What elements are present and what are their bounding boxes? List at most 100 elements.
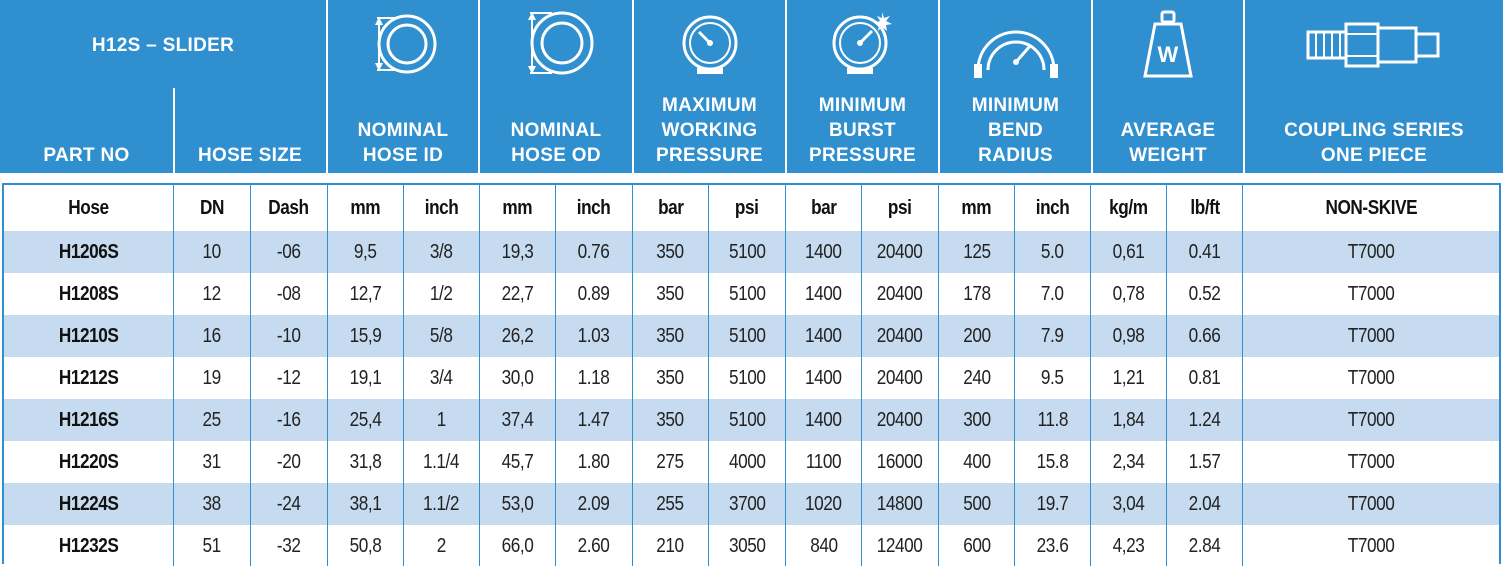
table-cell: 20400 <box>861 357 940 399</box>
coupling-fitting-icon <box>1304 20 1444 77</box>
header-average-weight: W AVERAGE WEIGHT <box>1093 0 1243 173</box>
unit-header-cell: bar <box>632 185 709 231</box>
min-burst-pressure-line3: PRESSURE <box>809 145 916 166</box>
table-cell: 0,98 <box>1090 315 1168 357</box>
unit-header-cell: psi <box>708 185 786 231</box>
table-cell: -12 <box>250 357 328 399</box>
table-cell: 200 <box>938 315 1016 357</box>
table-cell: 1020 <box>785 483 863 525</box>
table-cell: T7000 <box>1242 315 1499 357</box>
table-row: H1212S 19 -12 19,1 3/4 30,0 1.18 350 5100 1400 204… <box>4 357 1499 399</box>
part-number-cell: H1220S <box>4 441 174 483</box>
unit-header-cell: inch <box>555 185 633 231</box>
table-cell: -24 <box>250 483 328 525</box>
table-cell: 2.04 <box>1166 483 1244 525</box>
table-row: H1210S 16 -10 15,9 5/8 26,2 1.03 350 5100 1400 204… <box>4 315 1499 357</box>
table-cell: 37,4 <box>479 399 556 441</box>
table-cell: 3050 <box>708 525 786 566</box>
unit-header-cell: psi <box>861 185 940 231</box>
min-burst-pressure-line2: BURST <box>829 120 896 141</box>
unit-header-cell: mm <box>327 185 404 231</box>
table-cell: 600 <box>938 525 1016 566</box>
header-min-burst-pressure: MINIMUM BURST PRESSURE <box>787 0 938 173</box>
table-header: H12S – SLIDER PART NO HOSE SIZE NOMINAL … <box>0 0 1503 173</box>
header-divider <box>632 0 634 173</box>
table-cell: 5100 <box>708 315 786 357</box>
table-cell: 26,2 <box>479 315 556 357</box>
table-cell: 1 <box>403 399 480 441</box>
table-cell: 350 <box>632 273 709 315</box>
weight-icon: W <box>1141 10 1195 85</box>
table-row: H1232S 51 -32 50,8 2 66,0 2.60 210 3050 840 12400 6… <box>4 525 1499 566</box>
table-row: H1220S 31 -20 31,8 1.1/4 45,7 1.80 275 4000 1100 1… <box>4 441 1499 483</box>
table-cell: 1.1/2 <box>403 483 480 525</box>
table-cell: 350 <box>632 315 709 357</box>
table-cell: 1.57 <box>1166 441 1244 483</box>
table-cell: 0,61 <box>1090 231 1168 273</box>
spec-table: Hose DN Dash mm inch mm inch bar psi bar psi mm inch… <box>4 185 1499 566</box>
coupling-series-line1: COUPLING SERIES <box>1284 120 1464 141</box>
header-divider <box>1243 0 1245 173</box>
unit-header-cell: NON-SKIVE <box>1325 196 1417 219</box>
table-cell: 16 <box>173 315 251 357</box>
table-cell: 4,23 <box>1090 525 1168 566</box>
table-cell: 1400 <box>785 357 863 399</box>
table-cell: 0.41 <box>1166 231 1244 273</box>
table-cell: 0.76 <box>555 231 633 273</box>
table-cell: 15,9 <box>327 315 404 357</box>
table-cell: T7000 <box>1242 441 1499 483</box>
header-max-working-pressure: MAXIMUM WORKING PRESSURE <box>634 0 785 173</box>
table-cell: 2 <box>403 525 480 566</box>
weight-letter: W <box>1157 42 1178 67</box>
min-bend-radius-line3: RADIUS <box>978 145 1053 166</box>
unit-header-cell: lb/ft <box>1166 185 1244 231</box>
table-cell: 11.8 <box>1014 399 1092 441</box>
unit-header-cell: inch <box>1014 185 1092 231</box>
table-cell: 0.66 <box>1166 315 1244 357</box>
table-cell: 0.81 <box>1166 357 1244 399</box>
table-cell: 1100 <box>785 441 863 483</box>
table-cell: 3700 <box>708 483 786 525</box>
part-number-cell: H1208S <box>4 273 174 315</box>
table-cell: 2.09 <box>555 483 633 525</box>
coupling-series-line2: ONE PIECE <box>1320 145 1428 166</box>
header-divider <box>173 88 175 173</box>
table-cell: 22,7 <box>479 273 556 315</box>
table-cell: 51 <box>173 525 251 566</box>
table-cell: 53,0 <box>479 483 556 525</box>
table-cell: 19 <box>173 357 251 399</box>
hose-spec-table: Hose DN Dash mm inch mm inch bar psi bar psi mm inch… <box>2 183 1501 566</box>
table-cell: 350 <box>632 399 709 441</box>
nominal-hose-od-line1: NOMINAL <box>510 120 602 141</box>
table-row: H1206S 10 -06 9,5 3/8 19,3 0.76 350 5100 1400 2040… <box>4 231 1499 273</box>
table-cell: 1400 <box>785 273 863 315</box>
table-row: H1208S 12 -08 12,7 1/2 22,7 0.89 350 5100 1400 204… <box>4 273 1499 315</box>
table-cell: 3,04 <box>1090 483 1168 525</box>
table-cell: 5100 <box>708 273 786 315</box>
table-cell: 1400 <box>785 315 863 357</box>
table-cell: 15.8 <box>1014 441 1092 483</box>
table-cell: 12 <box>173 273 251 315</box>
hose-inner-diameter-icon <box>363 12 443 83</box>
table-cell: 500 <box>938 483 1016 525</box>
table-cell: 16000 <box>861 441 940 483</box>
unit-header-cell: Hose <box>4 185 174 231</box>
burst-gauge-icon <box>830 10 896 85</box>
table-cell: 5.0 <box>1014 231 1092 273</box>
unit-header-cell: mm <box>479 185 556 231</box>
table-cell: 275 <box>632 441 709 483</box>
table-cell: -06 <box>250 231 328 273</box>
table-cell: 2.84 <box>1166 525 1244 566</box>
table-cell: 1.18 <box>555 357 633 399</box>
part-no-header: PART NO <box>43 145 130 166</box>
unit-header-cell: kg/m <box>1090 185 1168 231</box>
table-cell: 45,7 <box>479 441 556 483</box>
table-cell: 5100 <box>708 357 786 399</box>
table-cell: 350 <box>632 231 709 273</box>
unit-header-cell: mm <box>938 185 1016 231</box>
table-cell: 1,84 <box>1090 399 1168 441</box>
table-cell: 7.0 <box>1014 273 1092 315</box>
part-number-cell: H1210S <box>4 315 174 357</box>
nominal-hose-id-line1: NOMINAL <box>357 120 449 141</box>
table-cell: 1400 <box>785 231 863 273</box>
